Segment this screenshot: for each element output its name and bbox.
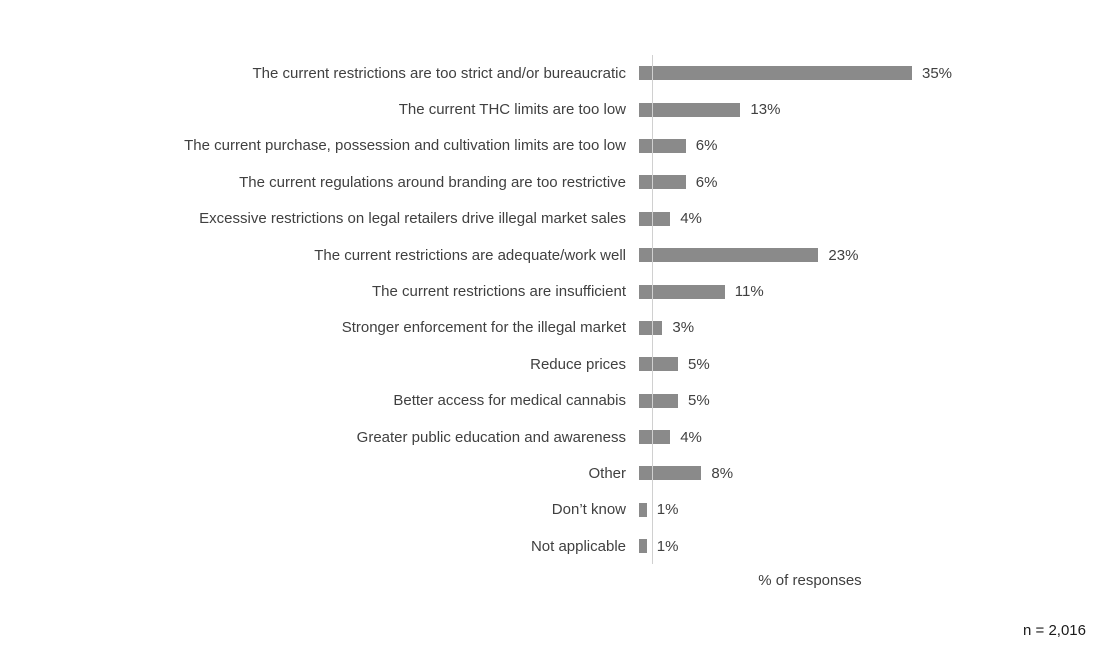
y-axis-line <box>652 55 653 565</box>
bar <box>639 284 725 299</box>
category-label: The current regulations around branding … <box>239 173 626 191</box>
chart-row: Better access for medical cannabis 5% <box>0 383 1100 419</box>
bar-area: 23% <box>639 237 1100 273</box>
bar <box>639 175 686 190</box>
chart-row: Don’t know 1% <box>0 492 1100 528</box>
value-label: 4% <box>680 428 702 446</box>
value-label: 6% <box>695 173 718 191</box>
chart-rows: The current restrictions are too strict … <box>0 55 1100 565</box>
chart-row: The current restrictions are too strict … <box>0 55 1100 91</box>
bar-area: 35% <box>639 55 1100 91</box>
chart-row: The current restrictions are adequate/wo… <box>0 237 1100 273</box>
bar <box>639 357 678 372</box>
bar <box>639 248 819 263</box>
category-label: Reduce prices <box>530 355 626 373</box>
category-label: Don’t know <box>551 501 626 519</box>
chart-row: Greater public education and awareness 4% <box>0 419 1100 455</box>
value-label: 13% <box>750 101 781 119</box>
bar-area: 4% <box>639 419 1100 455</box>
chart-row: Excessive restrictions on legal retailer… <box>0 201 1100 237</box>
category-label: Stronger enforcement for the illegal mar… <box>341 319 626 337</box>
bar-area: 8% <box>639 455 1100 491</box>
category-label: The current restrictions are adequate/wo… <box>314 246 626 264</box>
category-label: Greater public education and awareness <box>356 428 626 446</box>
value-label: 1% <box>656 501 679 519</box>
bar-area: 6% <box>639 164 1100 200</box>
value-label: 5% <box>688 392 710 410</box>
category-label: Not applicable <box>530 537 626 555</box>
bar-area: 4% <box>639 201 1100 237</box>
value-label: 11% <box>734 283 764 301</box>
bar <box>639 466 702 481</box>
value-label: 1% <box>656 537 679 555</box>
chart-row: Other 8% <box>0 455 1100 491</box>
chart-row: Stronger enforcement for the illegal mar… <box>0 310 1100 346</box>
category-label: Better access for medical cannabis <box>393 392 626 410</box>
x-axis-label-row: % of responses <box>745 572 875 590</box>
chart-row: Not applicable 1% <box>0 528 1100 564</box>
bar <box>639 320 663 335</box>
bar <box>639 138 686 153</box>
bar-area: 13% <box>639 91 1100 127</box>
value-label: 4% <box>680 210 702 228</box>
category-label: The current restrictions are too strict … <box>252 64 627 82</box>
bar <box>639 539 647 554</box>
chart-row: The current THC limits are too low 13% <box>0 91 1100 127</box>
bar-area: 5% <box>639 383 1100 419</box>
bar-area: 1% <box>639 492 1100 528</box>
bar-area: 11% <box>639 273 1100 309</box>
chart-row: The current regulations around branding … <box>0 164 1100 200</box>
category-label: The current restrictions are insufficien… <box>372 283 626 301</box>
value-label: 6% <box>695 137 718 155</box>
chart-row: The current restrictions are insufficien… <box>0 273 1100 309</box>
value-label: 3% <box>672 319 695 337</box>
bar-area: 1% <box>639 528 1100 564</box>
bar-area: 5% <box>639 346 1100 382</box>
chart-area: The current restrictions are too strict … <box>0 55 1100 590</box>
category-label: The current THC limits are too low <box>398 101 626 119</box>
value-label: 5% <box>688 355 710 373</box>
bar-area: 3% <box>639 310 1100 346</box>
bar <box>639 211 671 226</box>
category-label: Excessive restrictions on legal retailer… <box>199 210 626 228</box>
sample-size-note: n = 2,016 <box>1023 622 1086 639</box>
bar <box>639 393 678 408</box>
bar <box>639 66 912 81</box>
value-label: 23% <box>828 246 859 264</box>
chart-row: The current purchase, possession and cul… <box>0 128 1100 164</box>
category-label: The current purchase, possession and cul… <box>184 137 626 155</box>
bar-area: 6% <box>639 128 1100 164</box>
category-label: Other <box>588 464 626 482</box>
bar <box>639 502 647 517</box>
value-label: 35% <box>922 64 953 82</box>
bar <box>639 430 671 445</box>
value-label: 8% <box>711 464 734 482</box>
x-axis-label: % of responses <box>758 572 862 590</box>
chart-row: Reduce prices 5% <box>0 346 1100 382</box>
bar <box>639 102 741 117</box>
